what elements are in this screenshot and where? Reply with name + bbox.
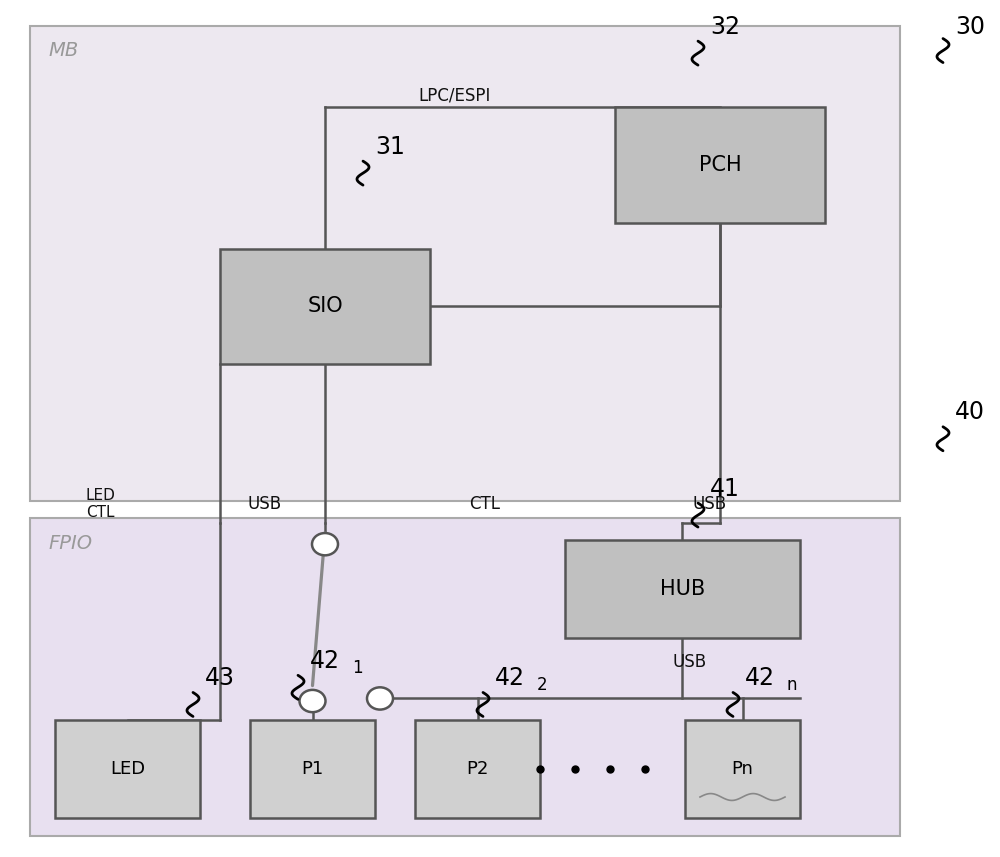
Text: 40: 40 [955,400,985,424]
FancyBboxPatch shape [220,249,430,364]
FancyBboxPatch shape [615,107,825,223]
Circle shape [300,690,326,712]
Text: USB: USB [673,653,707,671]
Text: LPC/ESPI: LPC/ESPI [419,87,491,105]
Text: USB: USB [248,494,282,513]
Text: LED
CTL: LED CTL [85,488,115,520]
Circle shape [367,687,393,710]
Circle shape [312,533,338,555]
FancyBboxPatch shape [30,518,900,836]
Text: Pn: Pn [732,760,753,778]
Text: P2: P2 [466,760,489,778]
FancyBboxPatch shape [250,720,375,818]
Text: HUB: HUB [660,579,705,599]
FancyBboxPatch shape [30,26,900,501]
Text: n: n [787,676,798,694]
Text: SIO: SIO [307,297,343,316]
FancyBboxPatch shape [55,720,200,818]
FancyBboxPatch shape [565,540,800,638]
Text: 42: 42 [310,649,340,673]
Text: 42: 42 [495,666,525,690]
Text: 1: 1 [352,659,363,677]
FancyBboxPatch shape [415,720,540,818]
Text: USB: USB [693,494,727,513]
Text: 41: 41 [710,477,740,501]
Text: P1: P1 [301,760,324,778]
Text: 32: 32 [710,15,740,39]
Text: MB: MB [48,41,78,60]
Text: FPIO: FPIO [48,534,92,553]
Text: 42: 42 [745,666,775,690]
Text: CTL: CTL [470,494,501,513]
Text: 31: 31 [375,135,405,159]
Text: 43: 43 [205,666,235,690]
Text: LED: LED [110,760,145,778]
FancyBboxPatch shape [685,720,800,818]
Text: 30: 30 [955,15,985,39]
Text: PCH: PCH [699,155,741,175]
Text: 2: 2 [537,676,548,694]
